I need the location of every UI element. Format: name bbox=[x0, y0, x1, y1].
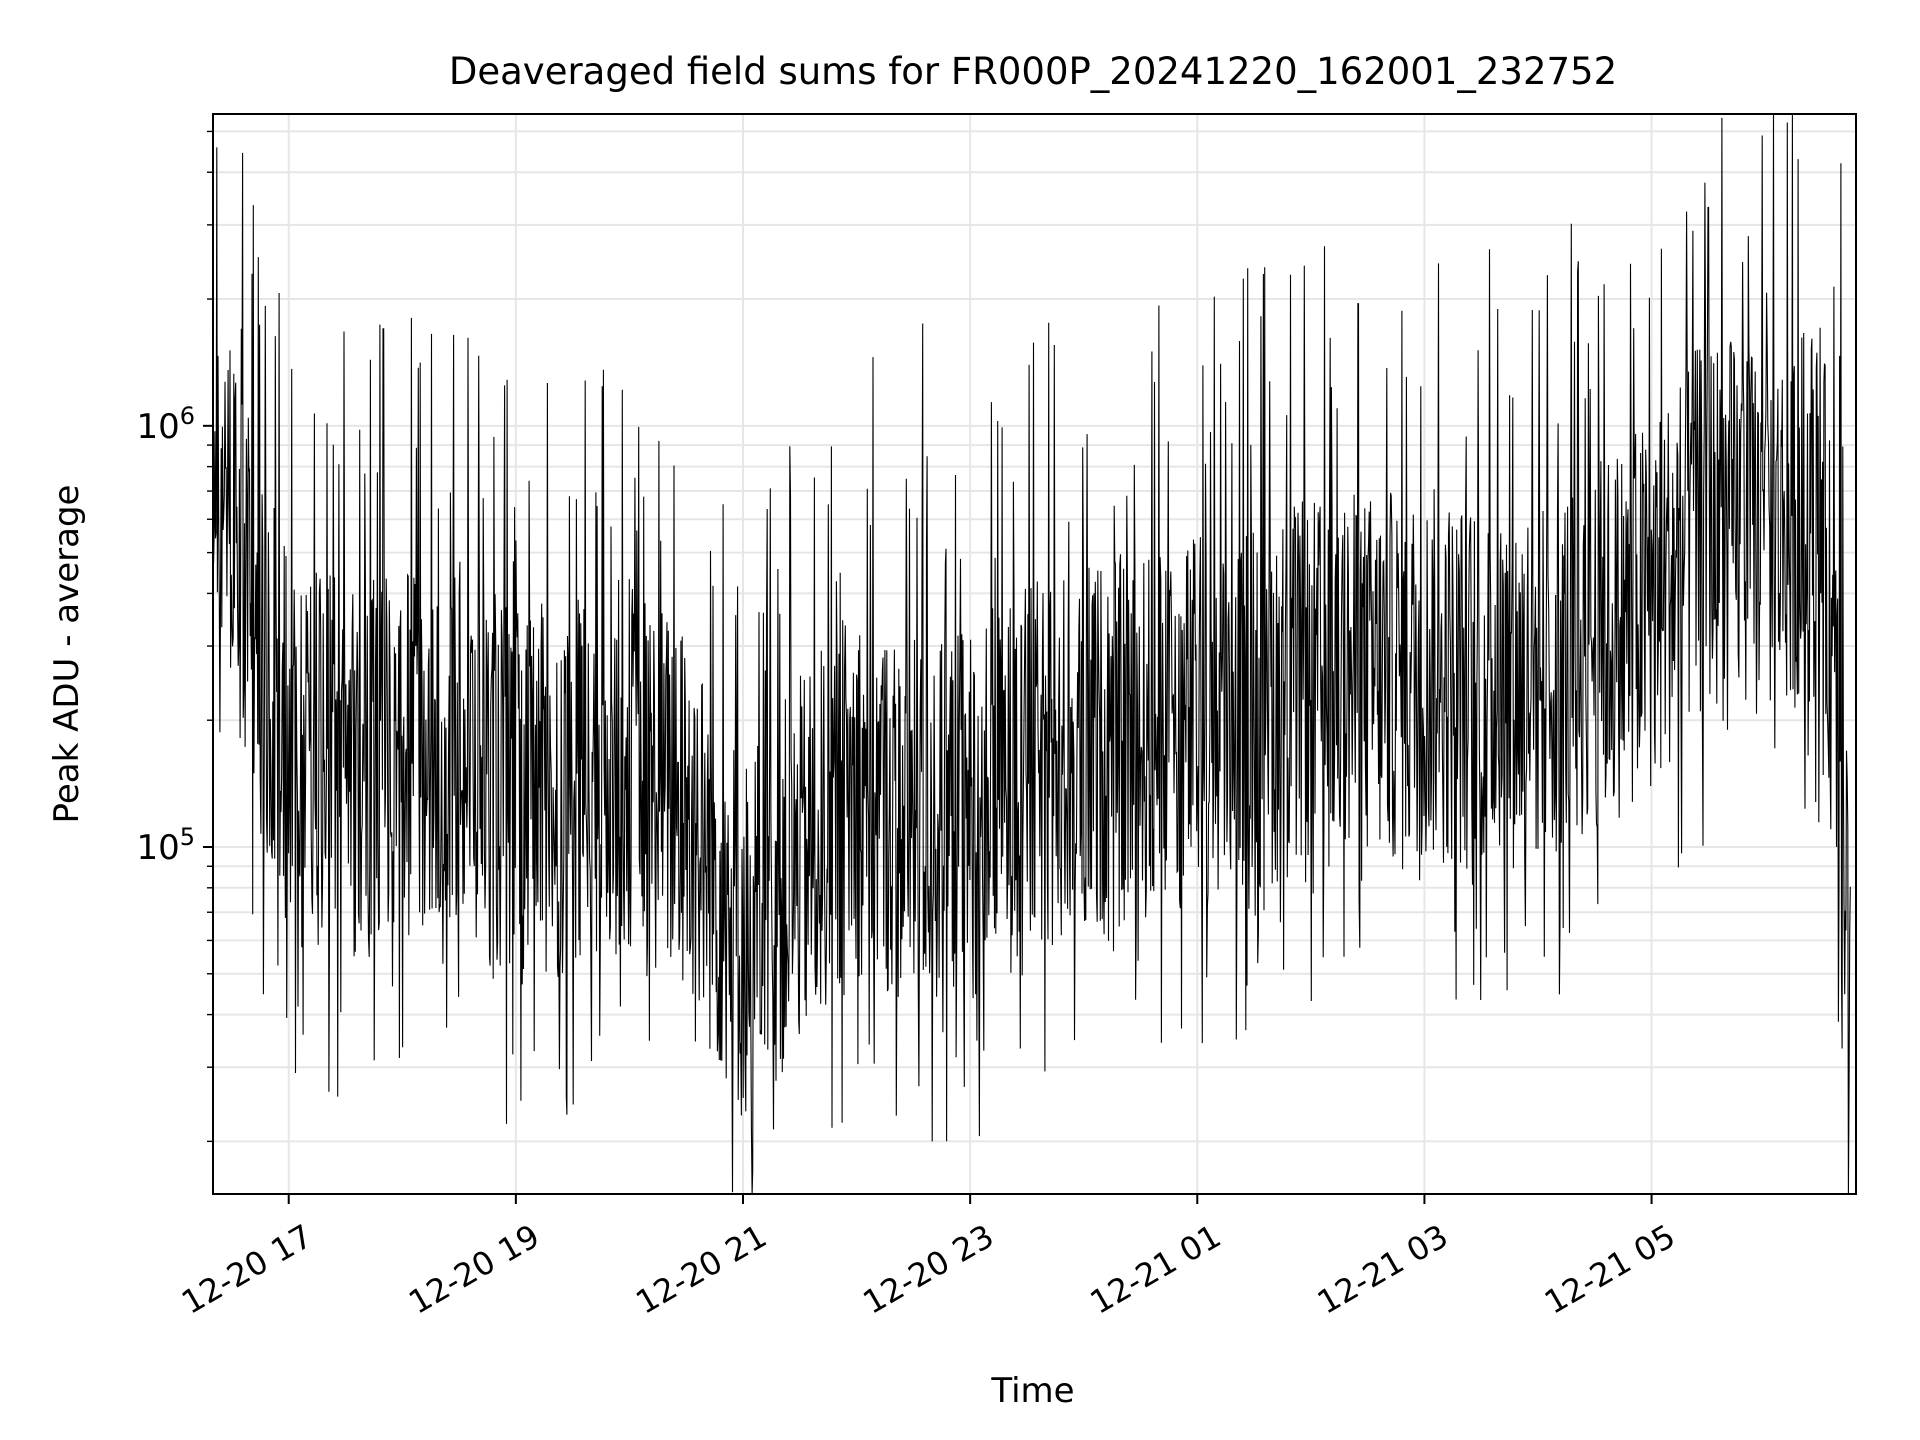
y-tick-label: 105 bbox=[136, 823, 195, 868]
plot-frame bbox=[212, 113, 1857, 1195]
series-trace bbox=[212, 113, 1851, 1195]
axis-ticks bbox=[203, 130, 1653, 1204]
series-line bbox=[212, 113, 1851, 1195]
x-axis-label: Time bbox=[990, 1371, 1074, 1411]
y-axis-label: Peak ADU - average bbox=[47, 485, 87, 824]
chart-title: Deaveraged field sums for FR000P_2024122… bbox=[449, 50, 1617, 93]
y-tick-labels: 105 106 bbox=[136, 402, 195, 868]
y-tick-label: 106 bbox=[136, 402, 195, 447]
